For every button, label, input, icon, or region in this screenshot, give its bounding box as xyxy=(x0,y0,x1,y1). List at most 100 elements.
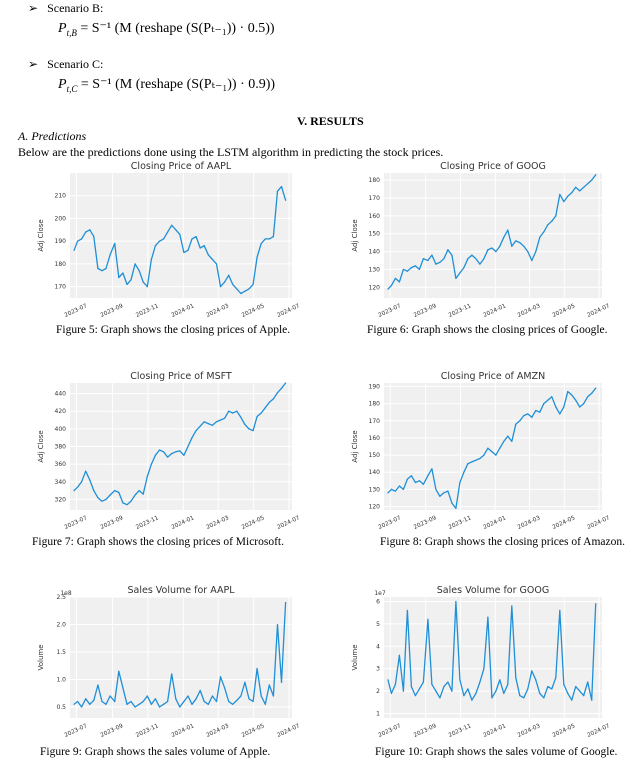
scenario-c-label: ➢ Scenario C: xyxy=(28,57,103,72)
chart-title: Closing Price of AMZN xyxy=(441,371,545,382)
data-point xyxy=(591,699,593,701)
data-point xyxy=(535,250,537,253)
data-point xyxy=(187,249,189,251)
data-point xyxy=(158,240,161,242)
data-point xyxy=(280,681,283,683)
data-point xyxy=(435,263,437,265)
data-point xyxy=(559,193,561,196)
x-tick-label: 2023-11 xyxy=(135,515,160,531)
data-point xyxy=(171,673,173,675)
data-point xyxy=(171,452,173,455)
data-point xyxy=(427,475,429,477)
data-point xyxy=(228,274,230,276)
y-tick-label: 210 xyxy=(55,193,67,200)
data-point xyxy=(183,700,185,703)
data-point xyxy=(114,242,116,245)
x-tick-label: 2024-05 xyxy=(241,723,266,739)
data-point xyxy=(575,686,577,688)
data-point xyxy=(491,247,493,249)
data-point xyxy=(551,688,553,690)
figure-caption: Figure 9: Graph shows the sales volume o… xyxy=(40,746,271,758)
data-point xyxy=(244,681,246,683)
y-axis-label: Volume xyxy=(37,644,45,670)
data-point xyxy=(563,683,565,685)
data-point xyxy=(410,475,412,477)
y-tick-label: 120 xyxy=(369,284,381,291)
data-point xyxy=(555,215,557,217)
data-point xyxy=(475,258,477,260)
data-point xyxy=(523,245,525,247)
y-tick-label: 0.5 xyxy=(56,704,66,711)
data-point xyxy=(76,486,79,488)
y-tick-label: 180 xyxy=(55,261,67,268)
data-point xyxy=(252,283,254,285)
data-point xyxy=(142,700,144,703)
data-point xyxy=(236,699,238,701)
data-point xyxy=(539,236,541,238)
data-point xyxy=(268,238,270,240)
x-tick-label: 2023-07 xyxy=(378,723,403,739)
data-point xyxy=(89,479,91,481)
data-point xyxy=(422,681,424,683)
axis-multiplier: 1e7 xyxy=(374,590,386,597)
plot-area xyxy=(70,597,292,718)
x-tick-label: 2023-09 xyxy=(413,303,438,319)
data-point xyxy=(451,502,453,504)
y-tick-label: 140 xyxy=(369,469,381,476)
data-point xyxy=(199,425,201,427)
data-point xyxy=(555,406,557,408)
data-point xyxy=(479,457,481,460)
data-point xyxy=(219,286,222,288)
data-point xyxy=(471,254,473,256)
data-point xyxy=(414,481,416,484)
y-axis-label: Adj Close xyxy=(37,430,45,462)
y-tick-label: 140 xyxy=(369,249,381,256)
x-tick-label: 2024-07 xyxy=(276,723,300,739)
data-point xyxy=(427,618,429,621)
y-tick-label: 1.5 xyxy=(56,649,66,656)
x-tick-label: 2023-11 xyxy=(448,515,473,531)
x-tick-label: 2024-03 xyxy=(206,515,231,531)
x-tick-label: 2024-01 xyxy=(171,515,196,531)
data-point xyxy=(248,288,250,290)
y-tick-label: 180 xyxy=(369,401,381,408)
data-point xyxy=(483,668,485,670)
axis-multiplier: 1e8 xyxy=(60,590,72,597)
y-tick-label: 190 xyxy=(55,238,67,245)
x-tick-label: 2024-05 xyxy=(552,723,577,739)
x-tick-label: 2024-07 xyxy=(586,515,610,531)
data-point xyxy=(503,692,505,694)
data-point xyxy=(471,461,473,463)
data-point xyxy=(203,421,205,423)
y-tick-label: 2.5 xyxy=(56,594,66,601)
figure-caption: Figure 8: Graph shows the closing prices… xyxy=(380,536,625,548)
bullet-arrow: ➢ xyxy=(28,57,39,71)
data-point xyxy=(519,420,521,422)
data-point xyxy=(571,394,573,396)
data-point xyxy=(130,279,132,281)
data-point xyxy=(507,435,509,437)
data-point xyxy=(422,258,424,260)
eq-lhs-sub: t,C xyxy=(66,83,78,94)
data-point xyxy=(191,437,193,439)
data-point xyxy=(93,236,95,238)
data-point xyxy=(507,683,509,685)
data-point xyxy=(402,268,405,271)
data-point xyxy=(122,272,124,274)
data-point xyxy=(276,623,279,626)
data-point xyxy=(76,700,79,703)
y-tick-label: 130 xyxy=(369,266,381,273)
data-point xyxy=(126,703,128,705)
x-tick-label: 2024-01 xyxy=(171,303,196,319)
data-point xyxy=(89,703,91,705)
data-point xyxy=(167,231,169,233)
data-point xyxy=(114,700,116,703)
data-point xyxy=(406,609,408,612)
data-point xyxy=(402,488,405,491)
data-point xyxy=(81,706,83,708)
data-point xyxy=(211,695,213,697)
y-tick-label: 420 xyxy=(55,408,67,415)
data-point xyxy=(467,258,469,260)
data-point xyxy=(207,422,209,425)
data-point xyxy=(162,703,165,705)
